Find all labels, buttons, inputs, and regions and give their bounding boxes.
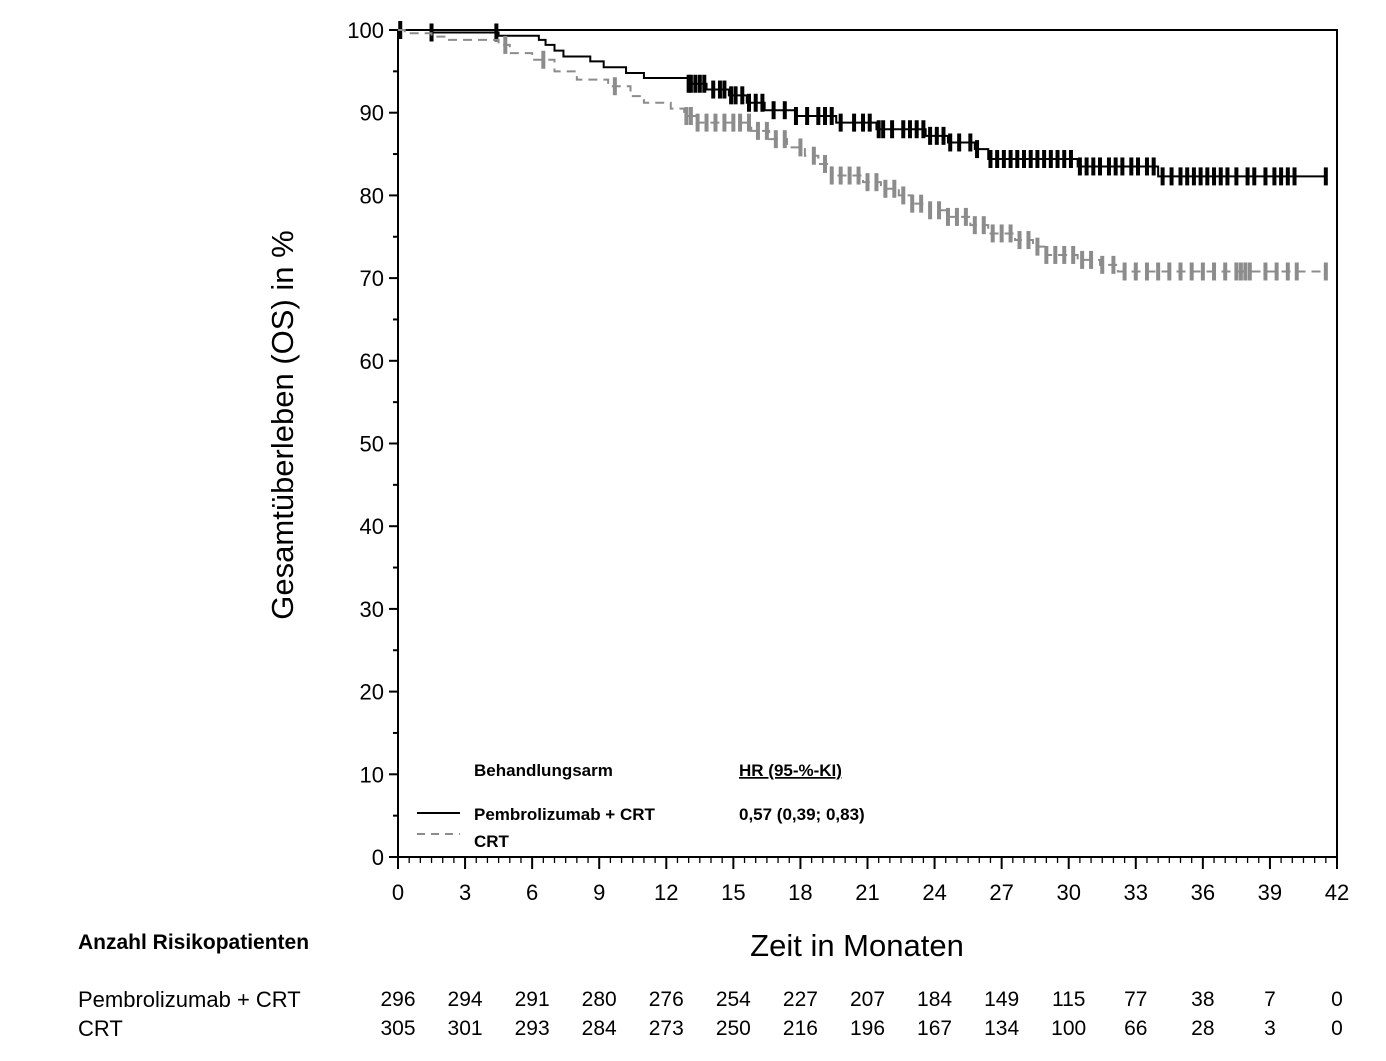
risk-row-label-crt: CRT — [78, 1016, 123, 1041]
legend-hr-value: 0,57 (0,39; 0,83) — [739, 805, 865, 824]
risk-table-cell: 301 — [447, 1017, 483, 1040]
risk-table-cell: 296 — [380, 988, 416, 1011]
risk-table-cell: 293 — [514, 1017, 550, 1040]
risk-table-cell: 276 — [648, 988, 684, 1011]
legend: Behandlungsarm HR (95-%-KI) Pembrolizuma… — [417, 761, 865, 851]
legend-header-hr: HR (95-%-KI) — [739, 761, 842, 780]
x-tick-label: 21 — [855, 880, 879, 905]
y-tick-label: 10 — [360, 762, 384, 787]
y-tick-label: 20 — [360, 680, 384, 705]
x-tick-label: 0 — [392, 880, 404, 905]
x-axis-title: Zeit in Monaten — [750, 928, 964, 963]
series-layer — [398, 21, 1328, 281]
x-tick-label: 3 — [459, 880, 471, 905]
risk-table-cell: 294 — [447, 988, 483, 1011]
y-tick-label: 70 — [360, 266, 384, 291]
y-axis-title: Gesamtüberleben (OS) in % — [265, 230, 300, 619]
risk-table-cell: 254 — [715, 988, 751, 1011]
y-tick-label: 80 — [360, 183, 384, 208]
risk-table-cell: 216 — [782, 1017, 818, 1040]
y-tick-label: 40 — [360, 514, 384, 539]
risk-table-cell: 134 — [984, 1017, 1020, 1040]
risk-table-cell: 196 — [849, 1017, 886, 1040]
risk-table-cell: 250 — [715, 1017, 751, 1040]
risk-table-cell: 167 — [917, 1017, 953, 1040]
x-tick-label: 33 — [1124, 880, 1148, 905]
y-tick-label: 60 — [360, 349, 384, 374]
plot-frame — [397, 29, 1338, 858]
legend-header-arm: Behandlungsarm — [474, 761, 613, 780]
x-tick-label: 9 — [593, 880, 605, 905]
legend-label-pembrolizumab: Pembrolizumab + CRT — [474, 805, 656, 824]
x-tick-label: 30 — [1056, 880, 1080, 905]
x-tick-label: 42 — [1325, 880, 1349, 905]
risk-row-label-pembrolizumab: Pembrolizumab + CRT — [78, 987, 301, 1012]
risk-table-cell: 38 — [1191, 988, 1215, 1011]
risk-table-cell: 184 — [917, 988, 953, 1011]
y-tick-label: 50 — [360, 432, 384, 457]
risk-table-cell: 115 — [1051, 988, 1086, 1011]
y-tick-label: 0 — [372, 845, 384, 870]
risk-table-cell: 66 — [1124, 1017, 1148, 1040]
y-tick-label: 30 — [360, 597, 384, 622]
x-tick-label: 15 — [721, 880, 745, 905]
y-tick-label: 90 — [360, 101, 384, 126]
x-tick-label: 6 — [526, 880, 538, 905]
km-curve-crt — [398, 29, 1326, 273]
risk-table-cell: 3 — [1264, 1017, 1276, 1040]
risk-table-cell: 227 — [782, 988, 818, 1011]
risk-table-cell: 207 — [849, 988, 886, 1011]
risk-table-cell: 7 — [1264, 988, 1276, 1011]
risk-table-cell: 0 — [1331, 988, 1343, 1011]
legend-label-crt: CRT — [474, 832, 510, 851]
x-tick-label: 12 — [654, 880, 678, 905]
risk-table-cell: 280 — [581, 988, 617, 1011]
x-tick-label: 27 — [989, 880, 1013, 905]
x-tick-label: 24 — [922, 880, 946, 905]
risk-table-cell: 77 — [1124, 988, 1148, 1011]
y-tick-label: 100 — [347, 18, 384, 43]
x-tick-label: 39 — [1258, 880, 1282, 905]
risk-table-cell: 100 — [1051, 1017, 1087, 1040]
risk-table-title: Anzahl Risikopatienten — [78, 931, 310, 954]
risk-table-cell: 284 — [581, 1017, 617, 1040]
risk-table-cell: 0 — [1331, 1017, 1343, 1040]
x-tick-label: 36 — [1191, 880, 1215, 905]
risk-table-cell: 149 — [984, 988, 1020, 1011]
risk-table-cell: 273 — [648, 1017, 684, 1040]
risk-table-cell: 291 — [514, 988, 550, 1011]
km-curve-pembrolizumab — [398, 29, 1326, 178]
risk-table-cell: 28 — [1191, 1017, 1215, 1040]
x-tick-label: 18 — [788, 880, 812, 905]
risk-table-cell: 305 — [380, 1017, 416, 1040]
